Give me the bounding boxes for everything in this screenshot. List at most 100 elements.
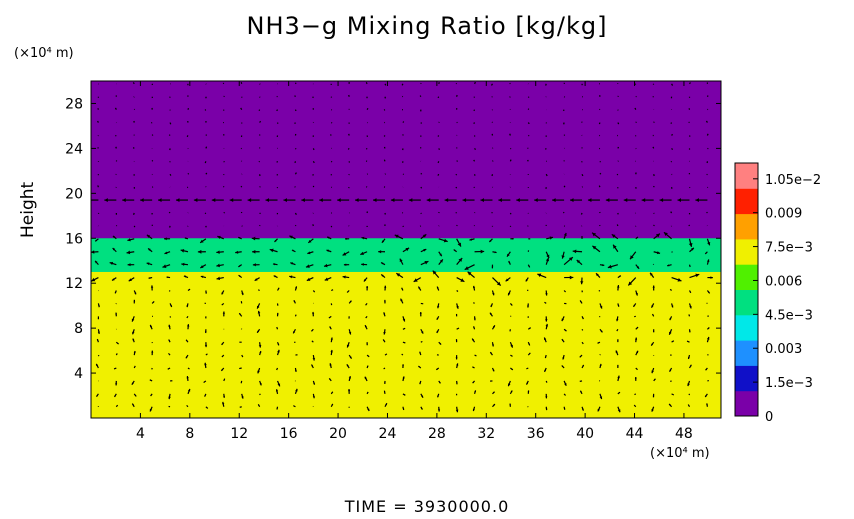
- colorbar-segment: [735, 340, 758, 366]
- wind-vector: [653, 212, 655, 215]
- wind-vector-head: [456, 382, 458, 385]
- wind-vector-head: [437, 395, 439, 398]
- wind-vector-head: [206, 407, 208, 409]
- wind-vector-head: [505, 278, 509, 282]
- wind-vector: [259, 393, 261, 396]
- wind-vector: [456, 160, 458, 162]
- wind-vector-head: [528, 265, 530, 268]
- wind-vector: [187, 173, 190, 175]
- wind-vector: [563, 134, 566, 136]
- wind-vector-head: [561, 318, 564, 322]
- wind-vector-head: [402, 376, 405, 379]
- wind-vector-head: [587, 198, 592, 202]
- wind-vector: [97, 185, 99, 188]
- wind-vector-head: [564, 329, 567, 332]
- wind-vector-head: [361, 263, 364, 266]
- wind-vector-head: [691, 247, 694, 251]
- wind-vector-head: [109, 261, 114, 266]
- wind-vector-head: [289, 275, 293, 279]
- wind-vector-head: [402, 364, 404, 366]
- wind-vector-head: [229, 198, 234, 202]
- wind-vector: [671, 251, 673, 253]
- wind-vector-head: [580, 281, 584, 285]
- wind-vector: [599, 172, 602, 175]
- wind-vector-head: [436, 330, 439, 334]
- wind-vector: [401, 83, 404, 86]
- wind-vector-head: [238, 265, 241, 267]
- wind-vector-head: [526, 382, 529, 385]
- wind-vector-head: [305, 264, 310, 268]
- wind-vector-head: [651, 343, 654, 346]
- wind-vector-head: [561, 339, 564, 341]
- wind-vector: [113, 367, 117, 370]
- wind-vector-head: [544, 369, 547, 372]
- wind-vector-head: [707, 291, 710, 294]
- colorbar-tick-label: 7.5e−3: [765, 241, 813, 256]
- wind-vector-head: [326, 249, 329, 252]
- wind-vector-head: [152, 301, 155, 303]
- wind-vector: [312, 224, 314, 227]
- wind-vector-head: [616, 285, 620, 288]
- wind-vector: [401, 353, 404, 356]
- wind-vector-head: [355, 198, 359, 202]
- wind-vector-head: [492, 369, 495, 372]
- wind-vector-head: [507, 253, 510, 257]
- wind-vector-head: [126, 250, 131, 255]
- wind-vector-head: [507, 383, 511, 387]
- x-tick-label: 48: [675, 426, 693, 442]
- wind-vector: [294, 148, 297, 150]
- wind-vector-head: [312, 357, 316, 361]
- wind-vector: [186, 404, 189, 408]
- wind-vector-head: [150, 394, 152, 397]
- wind-vector-head: [576, 259, 581, 264]
- wind-vector-head: [197, 249, 202, 254]
- wind-vector-head: [187, 388, 191, 392]
- wind-vector-head: [706, 259, 710, 263]
- wind-vector: [365, 82, 368, 85]
- wind-vector: [688, 135, 691, 137]
- wind-vector-head: [327, 236, 330, 239]
- wind-vector-head: [634, 376, 637, 379]
- wind-vector-head: [223, 395, 226, 398]
- wind-vector-head: [115, 312, 118, 315]
- colorbar-frame: [734, 162, 759, 417]
- wind-vector-head: [455, 339, 458, 341]
- wind-vector-head: [86, 198, 90, 202]
- wind-vector-head: [313, 382, 315, 385]
- wind-vector-head: [301, 198, 305, 202]
- wind-vector-head: [561, 255, 565, 259]
- wind-vector: [670, 122, 673, 124]
- wind-vector-head: [652, 395, 655, 398]
- wind-vector: [294, 172, 297, 175]
- wind-vector-head: [367, 355, 370, 357]
- wind-vector-head: [592, 232, 597, 237]
- wind-vector: [205, 172, 208, 175]
- plot-frame: [90, 80, 722, 419]
- wind-vector-head: [367, 408, 370, 411]
- wind-vector-head: [600, 330, 603, 333]
- wind-vector: [168, 211, 171, 214]
- wind-vector-head: [312, 396, 315, 399]
- wind-vector-head: [545, 293, 548, 296]
- wind-vector-head: [687, 357, 690, 360]
- wind-vector: [473, 186, 475, 189]
- wind-vector-head: [276, 312, 279, 315]
- wind-vector: [706, 211, 708, 214]
- wind-vector-head: [381, 274, 384, 277]
- wind-vector-head: [133, 351, 136, 354]
- wind-vector-head: [384, 382, 386, 384]
- wind-vector: [259, 186, 261, 188]
- wind-vector: [383, 159, 386, 162]
- wind-vector-head: [634, 337, 638, 340]
- wind-vector-head: [150, 324, 153, 328]
- wind-vector-head: [635, 292, 638, 296]
- field-band: [91, 271, 721, 307]
- wind-vector-head: [570, 198, 574, 202]
- wind-vector: [492, 160, 494, 162]
- wind-vector: [580, 212, 583, 215]
- wind-vector-head: [166, 276, 169, 279]
- wind-vector: [151, 134, 154, 136]
- wind-vector-head: [705, 395, 707, 397]
- wind-vector-head: [469, 238, 473, 241]
